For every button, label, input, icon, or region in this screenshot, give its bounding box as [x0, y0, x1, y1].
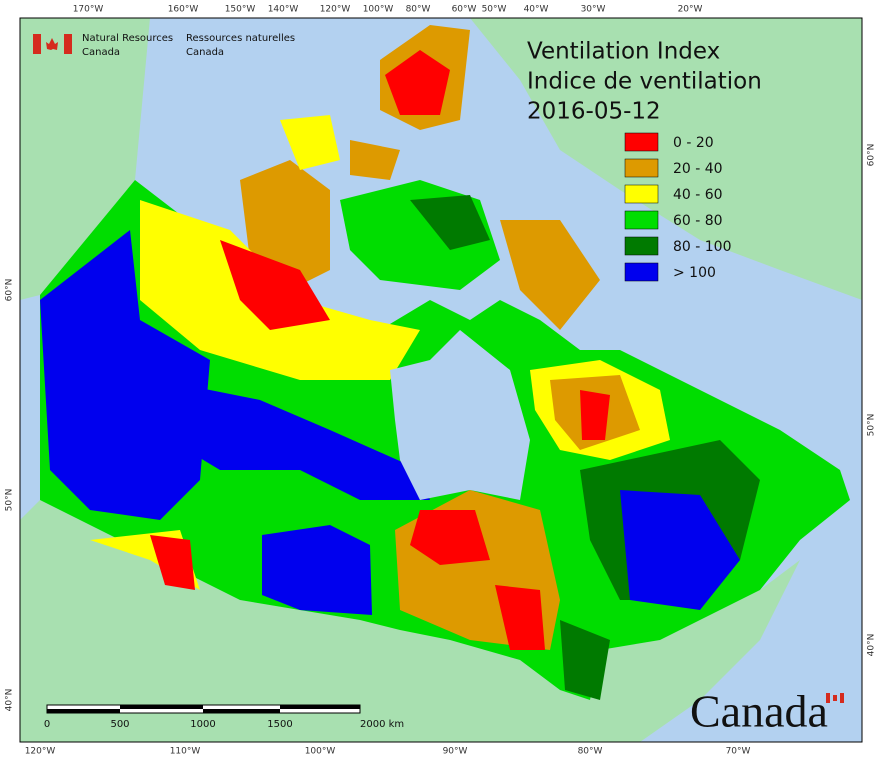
title: Indice de ventilation [527, 69, 762, 95]
wordmark-flag [840, 693, 844, 703]
wordmark: Canada [690, 686, 828, 737]
maple-leaf [46, 38, 58, 50]
agency-fr: Ressources naturelles [186, 33, 295, 44]
greenland [470, 18, 862, 300]
graticule-label: 100°W [363, 5, 394, 15]
region [410, 195, 490, 250]
scale-label: 0 [44, 719, 50, 730]
graticule-label: 120°W [25, 747, 56, 757]
region [150, 535, 195, 590]
graticule-label: 160°W [168, 5, 199, 15]
legend-label: 60 - 80 [673, 213, 723, 229]
graticule-label: 30°W [581, 5, 606, 15]
legend-label: 20 - 40 [673, 161, 723, 177]
region [580, 390, 610, 440]
graticule-label: 40°N [5, 689, 15, 712]
graticule-label: 60°N [5, 279, 15, 302]
region [262, 525, 372, 615]
region [495, 585, 545, 650]
graticule-label: 60°N [867, 144, 877, 167]
region [410, 510, 490, 565]
region [280, 115, 340, 170]
agency-en: Canada [82, 47, 120, 58]
graticule-label: 110°W [170, 747, 201, 757]
flag-bar [33, 34, 41, 54]
legend-swatch [624, 184, 659, 204]
scale-label: 1000 [190, 719, 215, 730]
region [40, 230, 210, 520]
region [220, 240, 330, 330]
graticule-label: 50°W [482, 5, 507, 15]
graticule-label: 140°W [268, 5, 299, 15]
graticule-label: 80°W [578, 747, 603, 757]
region [385, 50, 450, 115]
graticule-label: 150°W [225, 5, 256, 15]
legend-label: 80 - 100 [673, 239, 732, 255]
agency-fr: Canada [186, 47, 224, 58]
legend-label: 40 - 60 [673, 187, 723, 203]
scale-segment [203, 709, 280, 713]
scale-label: 500 [110, 719, 129, 730]
graticule-label: 120°W [320, 5, 351, 15]
region [560, 620, 610, 700]
flag-bar [64, 34, 72, 54]
title: 2016-05-12 [527, 99, 661, 125]
scale-segment [120, 705, 203, 709]
agency-en: Natural Resources [82, 33, 173, 44]
legend-swatch [624, 132, 659, 152]
scale-label: 1500 [267, 719, 292, 730]
legend-swatch [624, 236, 659, 256]
graticule-label: 90°W [443, 747, 468, 757]
usa [20, 500, 800, 742]
wordmark-flag [826, 693, 830, 703]
legend-swatch [624, 158, 659, 178]
graticule-label: 40°W [524, 5, 549, 15]
legend-swatch [624, 262, 659, 282]
wordmark-flag [833, 695, 837, 701]
scale-label: 2000 km [360, 719, 404, 730]
graticule-label: 20°W [678, 5, 703, 15]
region [500, 220, 600, 330]
alaska [20, 18, 150, 300]
graticule-label: 170°W [73, 5, 104, 15]
hudson-bay [390, 330, 530, 500]
frame [19, 17, 863, 743]
graticule-label: 50°N [867, 414, 877, 437]
graticule-label: 40°N [867, 634, 877, 657]
region [350, 140, 400, 180]
graticule-label: 80°W [406, 5, 431, 15]
region [160, 380, 430, 500]
scale-segment [280, 705, 360, 709]
legend-label: 0 - 20 [673, 135, 714, 151]
legend-label: > 100 [673, 265, 716, 281]
graticule-label: 70°W [726, 747, 751, 757]
scale-segment [47, 709, 120, 713]
graticule-label: 60°W [452, 5, 477, 15]
legend-swatch [624, 210, 659, 230]
graticule-label: 50°N [5, 489, 15, 512]
graticule-label: 100°W [305, 747, 336, 757]
region [620, 490, 740, 610]
title: Ventilation Index [527, 39, 720, 65]
